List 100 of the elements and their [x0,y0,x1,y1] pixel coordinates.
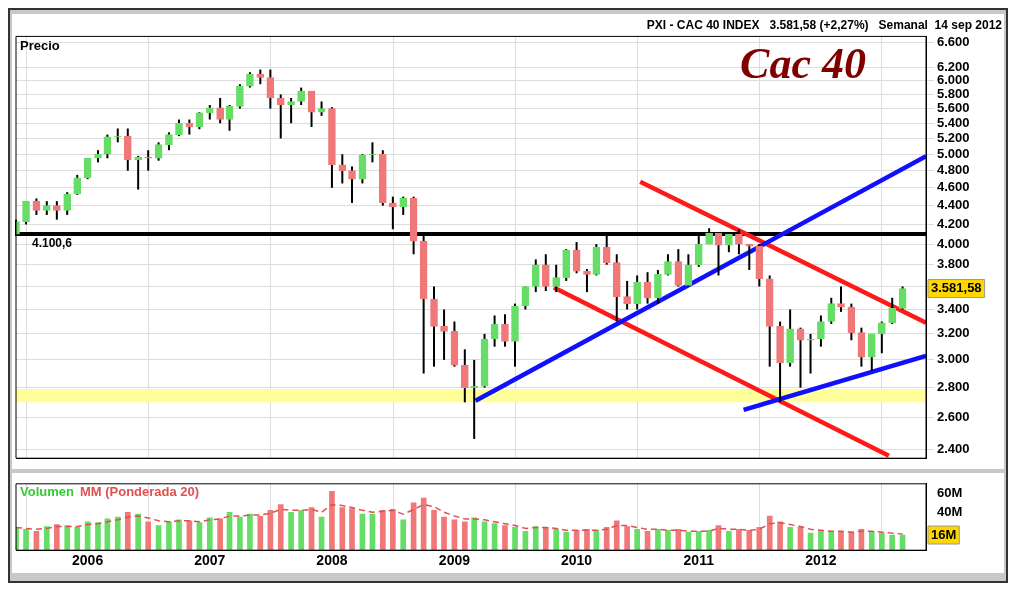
y-tick-label: 4.400 [937,197,970,213]
bar [818,529,824,551]
bar [746,529,753,551]
bar [532,526,539,551]
bar [563,531,570,551]
candlestick [440,308,448,361]
y-tick-label: 3.000 [937,351,970,367]
bar [584,529,590,551]
candlestick [276,93,285,140]
bar [756,527,763,551]
bar [64,525,71,551]
candlestick [857,326,866,368]
y-tick-label: 5.200 [937,130,970,146]
candlestick [501,313,509,348]
line-series [16,503,904,535]
bar [114,516,121,551]
bar [512,527,518,551]
bar [257,515,264,551]
x-tick-label: 2012 [805,552,837,569]
candlestick [225,104,234,132]
candlestick [338,153,347,185]
y-tick-label: 4.200 [937,216,970,231]
bar [736,529,742,551]
bar [461,521,468,551]
bar [706,529,712,551]
candlestick [460,348,469,404]
candlestick [22,200,30,226]
y-tick-label: 3.200 [937,325,970,341]
y-tick-label: 5.000 [937,145,970,161]
bar [54,524,60,551]
bar [206,517,213,551]
bar [135,513,141,551]
y-tick-label: 5.800 [937,86,970,102]
bar [665,529,671,551]
bar [74,527,81,551]
bar [288,511,294,551]
candlestick [623,279,631,311]
bar [441,516,447,551]
y-tick-label: 6.600 [937,34,970,50]
candlestick [123,127,132,172]
candlestick [368,141,377,164]
bar [766,515,773,551]
bar [349,508,355,551]
candlestick [144,149,153,172]
candlestick [63,191,72,216]
y-tick-label: 60M [937,484,963,500]
bar [95,522,101,551]
y-tick-label: 4.000 [937,235,970,251]
bar [431,510,437,551]
x-tick-label: 2008 [316,552,348,569]
y-tick-label: 2.600 [937,409,970,425]
candlestick [73,173,82,196]
candlestick [389,195,397,231]
candlestick [827,296,836,325]
chart-title: PXI - CAC 40 INDEX 3.581,58 (+2,27%) Semanal 14 sep 2012 [646,17,1003,32]
y-tick-label: 2.800 [937,379,970,395]
bar [217,518,223,551]
bar [777,521,783,551]
bar [471,517,478,551]
ref-line-label: 4.100,6 [32,236,73,251]
bar [329,491,335,551]
bar [390,509,396,551]
candlestick [287,96,295,125]
x-tick-label: 2006 [72,552,104,569]
candlestick [817,314,825,348]
candlestick [552,263,561,294]
candlestick [806,332,815,375]
annotation: Cac 40 [740,38,866,88]
candlestick [348,165,356,204]
y-tick-label: 3.400 [937,301,970,317]
y-tick-label: 5.400 [937,114,970,130]
bar [166,521,172,551]
candlestick [216,96,224,125]
annotation: 3.581,58 [931,280,982,296]
candlestick [888,296,897,325]
bar [237,516,243,551]
x-tick-label: 2010 [561,552,593,569]
bar [603,527,610,551]
bar [634,529,640,551]
bar [247,513,253,551]
bar [502,525,508,551]
candlestick [541,253,550,292]
bar [298,510,304,551]
candlestick [684,253,693,288]
bar [889,534,896,551]
bar [379,510,386,551]
bar [828,530,835,551]
bar [124,511,131,551]
y-tick-label: 4.600 [937,179,970,195]
bar [878,532,885,551]
bar [339,507,346,551]
bar [868,530,875,551]
candlestick [583,267,591,294]
candlestick [633,274,641,311]
candlestick [113,127,122,144]
x-tick-label: 2011 [683,552,715,569]
y-tick-label: 5.600 [937,100,970,116]
y-tick-label: 6.200 [937,59,970,75]
y-tick-label: 3.800 [937,256,970,272]
candlestick [531,258,540,294]
